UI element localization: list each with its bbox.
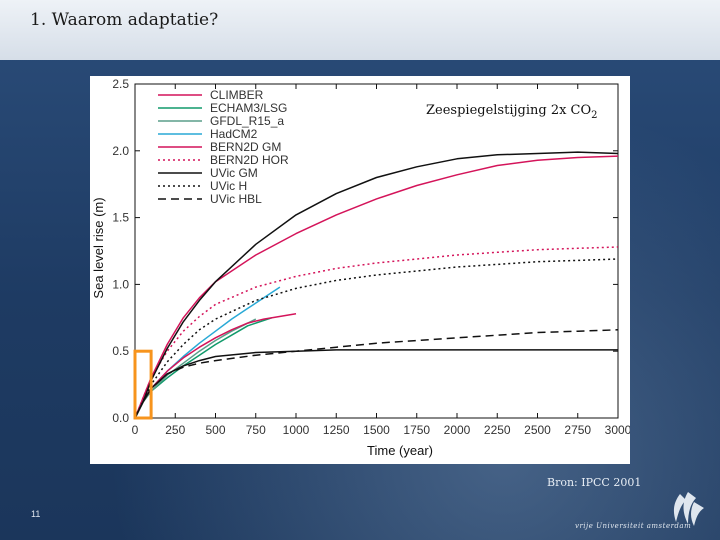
y-axis-label: Sea level rise (m) (91, 197, 106, 298)
legend-label: ECHAM3/LSG (210, 101, 287, 115)
sea-level-chart: 0 250 500 750 1000 1250 1500 1750 2000 2250 2500 27… (91, 77, 630, 458)
title-bar: 1. Waarom adaptatie? (0, 0, 720, 60)
x-tick-label: 3000 (605, 423, 630, 437)
y-tick-label: 2.5 (112, 77, 129, 91)
x-tick-label: 0 (132, 423, 139, 437)
slide-title: 1. Waarom adaptatie? (30, 10, 219, 30)
x-tick-label: 2250 (484, 423, 511, 437)
series-line-gfdl-r15-a (134, 318, 257, 419)
legend-label: CLIMBER (210, 88, 264, 102)
x-tick-label: 250 (165, 423, 185, 437)
source-citation: Bron: IPCC 2001 (547, 476, 642, 489)
series-line-bern2d-hor (134, 246, 619, 419)
y-tick-label: 2.0 (112, 144, 129, 158)
y-tick-label: 1.5 (112, 211, 129, 225)
axes: 0 250 500 750 1000 1250 1500 1750 2000 2250 2500 27… (112, 77, 630, 437)
x-tick-label: 750 (246, 423, 266, 437)
plot-frame (134, 83, 619, 419)
series-line-uvic-h (134, 258, 619, 419)
x-tick-label: 2500 (524, 423, 551, 437)
y-tick-label: 0.0 (112, 411, 129, 425)
x-tick-label: 1750 (403, 423, 430, 437)
series-line-unlabeled (134, 349, 618, 419)
legend-label: UVic HBL (210, 192, 262, 206)
legend-label: GFDL_R15_a (210, 114, 284, 128)
series-line-uvic-gm (134, 151, 619, 419)
highlight-box (133, 349, 153, 420)
series-lines (133, 151, 619, 420)
chart-panel: 0 250 500 750 1000 1250 1500 1750 2000 2250 2500 27… (90, 76, 630, 464)
university-name: vrije Universiteit amsterdam (575, 522, 692, 530)
university-logo-icon (673, 492, 704, 526)
page-number: 11 (31, 509, 41, 519)
x-axis-label: Time (year) (367, 443, 433, 458)
legend-label: UVic H (210, 179, 247, 193)
legend-label: BERN2D GM (210, 140, 281, 154)
y-tick-label: 1.0 (112, 277, 129, 291)
y-tick-label: 0.5 (112, 344, 129, 358)
legend-label: HadCM2 (210, 127, 258, 141)
x-tick-label: 2750 (564, 423, 591, 437)
chart-title-subscript: 2 (591, 110, 597, 121)
x-tick-label: 2000 (444, 423, 471, 437)
series-line-climber (134, 155, 619, 419)
x-tick-label: 1500 (363, 423, 390, 437)
chart-title-main: Zeespiegelstijging 2x CO (426, 103, 591, 118)
x-tick-label: 1250 (323, 423, 350, 437)
legend: CLIMBERECHAM3/LSGGFDL_R15_aHadCM2BERN2D … (158, 88, 289, 206)
x-tick-label: 500 (205, 423, 225, 437)
x-tick-label: 1000 (283, 423, 310, 437)
legend-label: BERN2D HOR (210, 153, 289, 167)
chart-title: Zeespiegelstijging 2x CO2 (426, 103, 598, 121)
legend-label: UVic GM (210, 166, 258, 180)
